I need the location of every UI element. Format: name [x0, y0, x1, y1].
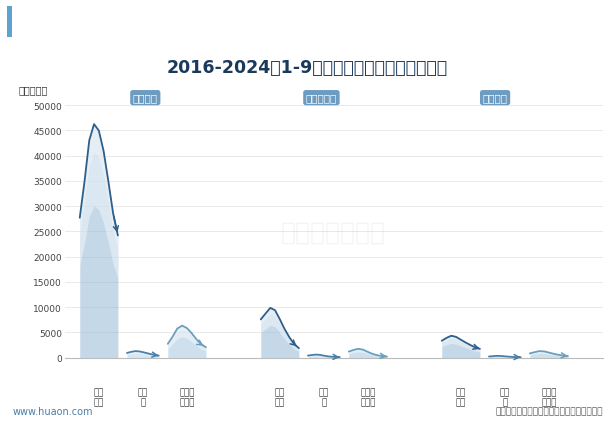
Text: 华经产业研究院: 华经产业研究院: [281, 220, 386, 244]
Text: 商业营
业用房: 商业营 业用房: [360, 387, 376, 406]
Text: 商品
住宅: 商品 住宅: [93, 387, 104, 406]
Bar: [7, 7, 12, 38]
Text: 商品
住宅: 商品 住宅: [456, 387, 466, 406]
Text: 商业营
业用房: 商业营 业用房: [541, 387, 557, 406]
Text: 办公
楼: 办公 楼: [138, 387, 148, 406]
Text: 单位：万㎡: 单位：万㎡: [19, 85, 48, 95]
Text: 办公
楼: 办公 楼: [500, 387, 510, 406]
Text: 商品
住宅: 商品 住宅: [275, 387, 285, 406]
Text: 华经情报网: 华经情报网: [26, 15, 63, 28]
Text: 新开工面积: 新开工面积: [306, 93, 337, 104]
Text: 办公
楼: 办公 楼: [319, 387, 329, 406]
Text: 竣工面积: 竣工面积: [483, 93, 507, 104]
Text: 施工面积: 施工面积: [133, 93, 158, 104]
Text: www.huaon.com: www.huaon.com: [12, 406, 93, 416]
Text: 专业严谨 • 客观科学: 专业严谨 • 客观科学: [530, 17, 597, 26]
Bar: [7, 7, 21, 38]
Text: 2016-2024年1-9月安徽省房地产施工面积情况: 2016-2024年1-9月安徽省房地产施工面积情况: [167, 59, 448, 77]
Text: 数据来源：国家统计局，华经产业研究院整理: 数据来源：国家统计局，华经产业研究院整理: [495, 406, 603, 415]
Text: 商业营
业用房: 商业营 业用房: [179, 387, 194, 406]
